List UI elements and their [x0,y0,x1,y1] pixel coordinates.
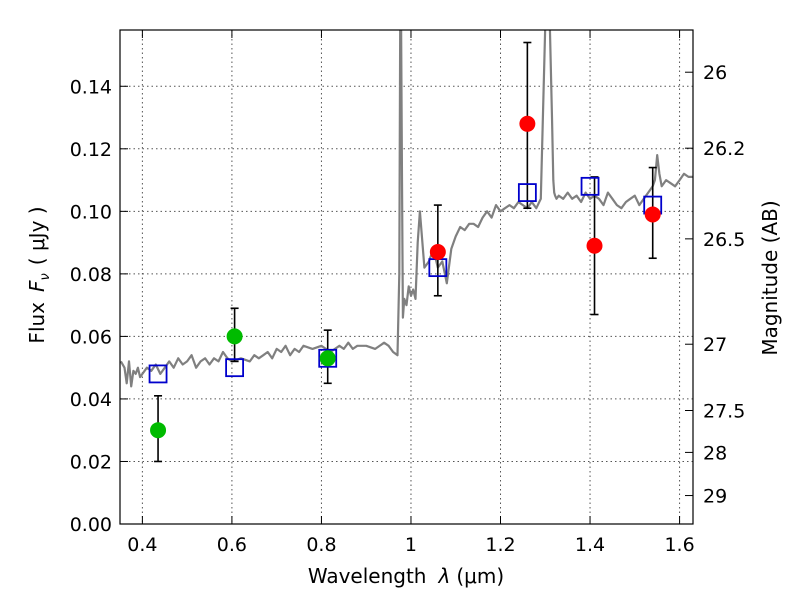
y-tick-label: 0.12 [70,139,112,161]
model-flux-square [225,358,245,378]
model-flux-square [318,348,338,368]
y2-tick-label: 26.2 [703,138,745,160]
y-tick-label: 0.02 [70,451,112,473]
y2-axis-label: Magnitude (AB) [758,200,782,355]
y-axis-label: FluxFν( μJy ) [25,206,53,343]
x-tick-label: 1 [405,534,417,556]
y-tick-label: 0.10 [70,201,112,223]
observed-flux-point [519,115,536,132]
y-tick-label: 0.08 [70,264,112,286]
observed-flux-point [226,328,243,345]
ticks: 0.4 0.6 0.8 1 1.2 1.4 1.6 0.00 0.02 0.04 0.06 0.08 0… [70,30,745,556]
observed-flux-point [319,350,336,367]
model-flux-square [517,183,537,202]
y2-tick-label: 27 [703,334,727,356]
x-tick-label: 1.2 [485,534,515,556]
y-tick-label: 0.14 [70,76,112,98]
plot-frame [119,29,694,525]
observed-flux-point [150,422,167,439]
y-tick-label: 0.04 [70,389,112,411]
observed-flux-point [429,243,446,260]
x-axis-label: Wavelength λ (μm) [308,564,504,588]
x-tick-label: 1.4 [575,534,605,556]
y2-tick-label: 27.5 [703,401,745,423]
y2-tick-label: 28 [703,442,727,464]
grid [120,30,693,525]
y2-tick-label: 29 [703,486,727,508]
model-spectrum [120,30,693,388]
y2-tick-label: 26 [703,62,727,84]
model-flux-square [148,364,168,384]
y2-tick-label: 26.5 [703,229,745,251]
x-tick-label: 0.6 [217,534,247,556]
model-flux-square [580,176,600,196]
y-tick-label: 0.00 [70,514,112,536]
x-tick-label: 1.6 [664,534,694,556]
spectrum-line [120,30,693,388]
observed-flux-point [644,206,661,223]
x-tick-label: 0.4 [127,534,157,556]
observed-flux-point [586,237,603,254]
x-tick-label: 0.8 [306,534,336,556]
photometry-points [148,115,663,439]
y-tick-label: 0.06 [70,326,112,348]
